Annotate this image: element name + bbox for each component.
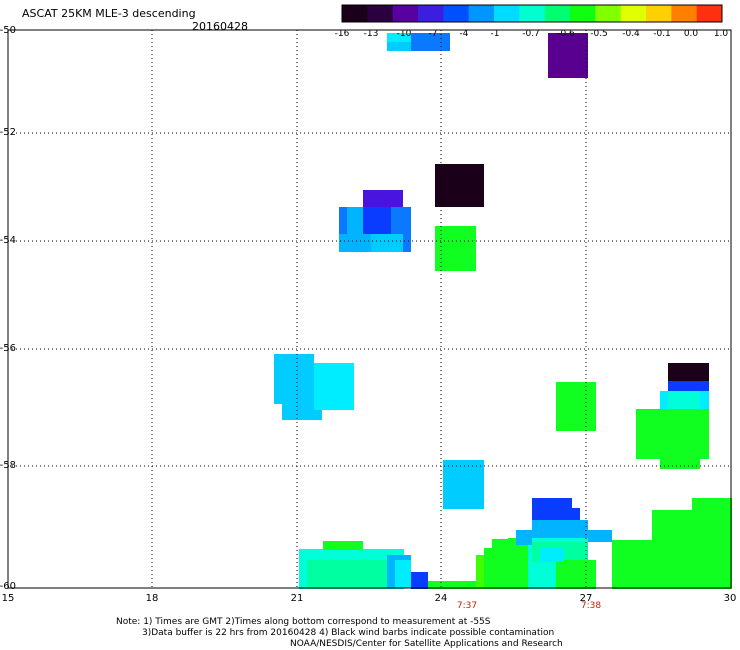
wind-cell: [556, 560, 596, 589]
wind-cell: [411, 33, 450, 51]
wind-cell: [532, 498, 572, 508]
wind-cell: [516, 530, 532, 545]
colorbar-label: -7: [428, 29, 438, 39]
x-axis-label: 30: [723, 593, 737, 604]
colorbar-label: -13: [363, 29, 379, 39]
colorbar-label: -0.1: [653, 29, 671, 39]
wind-cell: [443, 460, 484, 509]
colorbar-label: 0.0: [683, 29, 699, 39]
colorbar-swatch: [367, 5, 394, 22]
colorbar-swatch: [418, 5, 444, 22]
footer-note-1: Note: 1) Times are GMT 2)Times along bot…: [116, 617, 491, 627]
colorbar-swatch: [671, 5, 698, 22]
wind-cell: [339, 234, 371, 252]
wind-cell: [508, 538, 528, 589]
map-cells: [274, 33, 732, 589]
wind-cell: [363, 190, 403, 208]
y-axis-label: -52: [0, 127, 16, 138]
wind-cell: [363, 207, 391, 234]
wind-cell: [668, 391, 700, 409]
wind-cell: [540, 548, 564, 562]
colorbar-swatch: [342, 5, 368, 22]
colorbar-label: -4: [459, 29, 469, 39]
colorbar-swatch: [468, 5, 495, 22]
colorbar-label: -0.7: [522, 29, 540, 39]
colorbar-label: -0.4: [622, 29, 640, 39]
colorbar: [341, 4, 723, 23]
x-axis-label: 15: [1, 593, 15, 604]
y-axis-label: -56: [0, 343, 16, 354]
colorbar-label: 1.0: [713, 29, 729, 39]
wind-cell: [314, 363, 354, 410]
colorbar-swatch: [620, 5, 647, 22]
x-axis-label: 27: [579, 593, 593, 604]
wind-cell: [532, 520, 588, 538]
plot-frame: [7, 29, 732, 589]
y-axis-label: -50: [0, 25, 16, 36]
grid: [8, 29, 731, 589]
time-label: 7:38: [580, 601, 602, 611]
x-axis-label: 18: [145, 593, 159, 604]
y-axis-label: -60: [0, 581, 16, 592]
wind-cell: [668, 363, 709, 382]
chart-title: ASCAT 25KM MLE-3 descending: [22, 7, 196, 20]
wind-cell: [668, 381, 709, 391]
footer-note-3: NOAA/NESDIS/Center for Satellite Applica…: [290, 639, 563, 649]
wind-cell: [428, 581, 476, 589]
colorbar-swatch: [443, 5, 470, 22]
colorbar-swatch: [646, 5, 672, 22]
x-axis-label: 21: [290, 593, 304, 604]
wind-cell: [387, 33, 411, 42]
colorbar-swatch: [494, 5, 520, 22]
colorbar-swatch: [544, 5, 571, 22]
wind-cell: [556, 382, 596, 431]
y-axis-label: -58: [0, 460, 16, 471]
wind-cell: [411, 572, 428, 589]
colorbar-swatch: [519, 5, 546, 22]
chart-date: 20160428: [192, 20, 248, 33]
y-axis-label: -54: [0, 235, 16, 246]
colorbar-label: -10: [396, 29, 412, 39]
colorbar-label: -1: [490, 29, 500, 39]
colorbar-label: -16: [334, 29, 350, 39]
colorbar-swatch: [696, 5, 723, 22]
time-label: 7:37: [456, 601, 478, 611]
footer-note-2: 3)Data buffer is 22 hrs from 20160428 4)…: [142, 628, 555, 638]
wind-cell: [435, 226, 476, 271]
colorbar-frame: [341, 4, 723, 23]
colorbar-label: -0.6: [557, 29, 575, 39]
wind-cell: [307, 560, 387, 589]
wind-cell: [371, 234, 403, 252]
colorbar-swatch: [595, 5, 622, 22]
wind-cell: [323, 541, 363, 550]
wind-cell: [532, 508, 580, 520]
wind-cell: [435, 164, 484, 207]
wind-cell: [660, 431, 700, 469]
wind-cell: [588, 530, 612, 542]
colorbar-swatch: [392, 5, 419, 22]
wind-cell: [395, 560, 411, 588]
wind-cell: [692, 498, 732, 589]
colorbar-swatch: [570, 5, 596, 22]
x-axis-label: 24: [434, 593, 448, 604]
wind-cell: [548, 33, 588, 78]
colorbar-label: -0.5: [590, 29, 608, 39]
